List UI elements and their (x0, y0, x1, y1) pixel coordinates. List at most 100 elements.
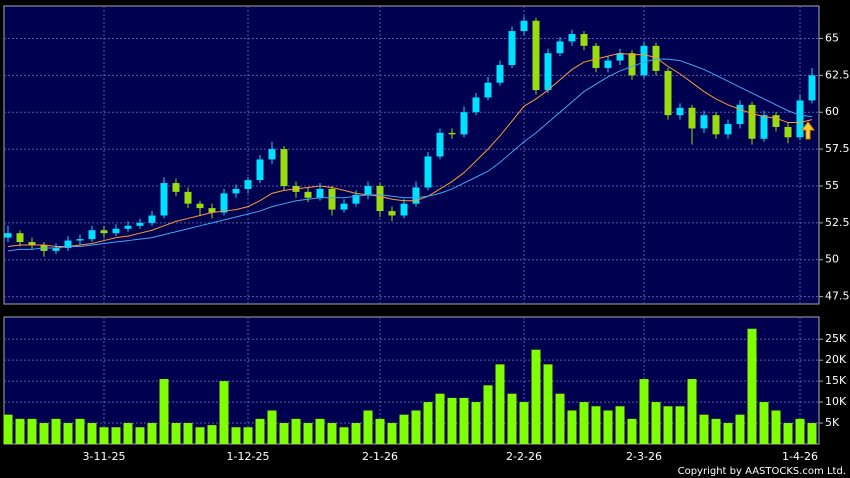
volume-bar (75, 418, 85, 444)
volume-bar (171, 423, 181, 444)
volume-bar (399, 414, 409, 444)
candle-body (808, 75, 816, 101)
candle-body (556, 41, 564, 54)
candle-body (64, 240, 72, 248)
candle-body (196, 203, 204, 209)
volume-bar (783, 423, 793, 444)
candle-body (232, 188, 240, 194)
candle-body (352, 194, 360, 204)
candle-body (796, 100, 804, 138)
x-tick-label: 2-3-26 (626, 450, 662, 463)
volume-bar (435, 393, 445, 444)
volume-bar (279, 423, 289, 444)
candle-body (208, 208, 216, 213)
candle-body (400, 203, 408, 216)
candle-body (172, 183, 180, 192)
volume-bar (507, 393, 517, 444)
candle-body (364, 185, 372, 195)
price-panel (3, 5, 820, 305)
volume-bar (555, 393, 565, 444)
y-tick-label: 57.5 (825, 142, 850, 155)
volume-bar (519, 402, 529, 444)
y-tick-label: 65 (825, 31, 839, 44)
volume-bar (579, 402, 589, 444)
volume-bar (363, 410, 373, 444)
volume-bar (771, 410, 781, 444)
candle-body (220, 193, 228, 213)
candle-body (412, 187, 420, 204)
volume-bar (651, 402, 661, 444)
volume-bar (51, 418, 61, 444)
y-tick-label: 15K (825, 374, 847, 387)
candle-body (52, 247, 60, 251)
candle-body (268, 149, 276, 160)
y-tick-label: 5K (825, 416, 840, 429)
volume-bar (99, 427, 109, 444)
candle-body (448, 132, 456, 135)
candle-body (124, 225, 132, 229)
candle-body (520, 20, 528, 32)
volume-bar (735, 414, 745, 444)
candle-body (388, 211, 396, 216)
candle-body (148, 215, 156, 223)
candle-body (472, 97, 480, 113)
candle-body (16, 233, 24, 243)
candle-body (244, 180, 252, 189)
volume-bar (663, 406, 673, 444)
candle-body (604, 60, 612, 68)
volume-bar (567, 410, 577, 444)
volume-bar (591, 406, 601, 444)
candle-body (712, 115, 720, 135)
y-tick-label: 25K (825, 332, 847, 345)
volume-bar (447, 397, 457, 444)
volume-bar (231, 427, 241, 444)
x-tick-label: 1-4-26 (782, 450, 818, 463)
moving-average (7, 58, 813, 252)
candle-body (112, 228, 120, 234)
volume-bar (375, 418, 385, 444)
candle-body (508, 31, 516, 66)
signal-arrow (801, 121, 815, 140)
candle-body (664, 70, 672, 116)
volume-bar (807, 423, 817, 444)
volume-bar (219, 381, 229, 444)
x-tick-label: 2-1-26 (362, 450, 398, 463)
y-tick-label: 47.5 (825, 290, 850, 303)
volume-bar (39, 423, 49, 444)
candle-body (160, 183, 168, 216)
candle-body (592, 45, 600, 68)
y-tick-label: 60 (825, 105, 839, 118)
candle-body (496, 65, 504, 83)
volume-bar (3, 414, 13, 444)
volume-bar (351, 423, 361, 444)
volume-bar (147, 423, 157, 444)
volume-bar (675, 406, 685, 444)
candle-body (328, 188, 336, 210)
candle-body (676, 107, 684, 116)
candle-body (484, 82, 492, 98)
volume-bar (339, 427, 349, 444)
candle-body (376, 185, 384, 212)
volume-bar (759, 402, 769, 444)
volume-bar (459, 397, 469, 444)
candle-body (772, 115, 780, 127)
candle-body (88, 230, 96, 240)
copyright: Copyright by AASTOCKS.com Ltd. (678, 466, 846, 477)
volume-bar (531, 349, 541, 444)
y-tick-label: 55 (825, 179, 839, 192)
y-tick-label: 20K (825, 353, 847, 366)
candle-body (628, 53, 636, 76)
candle-body (4, 233, 12, 238)
volume-bar (63, 423, 73, 444)
x-tick-label: 3-11-25 (83, 450, 126, 463)
candle-body (424, 156, 432, 188)
volume-bar (243, 427, 253, 444)
volume-bar (327, 423, 337, 444)
volume-bar (495, 364, 505, 444)
candle-body (784, 126, 792, 138)
moving-average (7, 52, 813, 247)
candle-body (580, 34, 588, 46)
candle-body (136, 222, 144, 226)
volume-bar (267, 410, 277, 444)
